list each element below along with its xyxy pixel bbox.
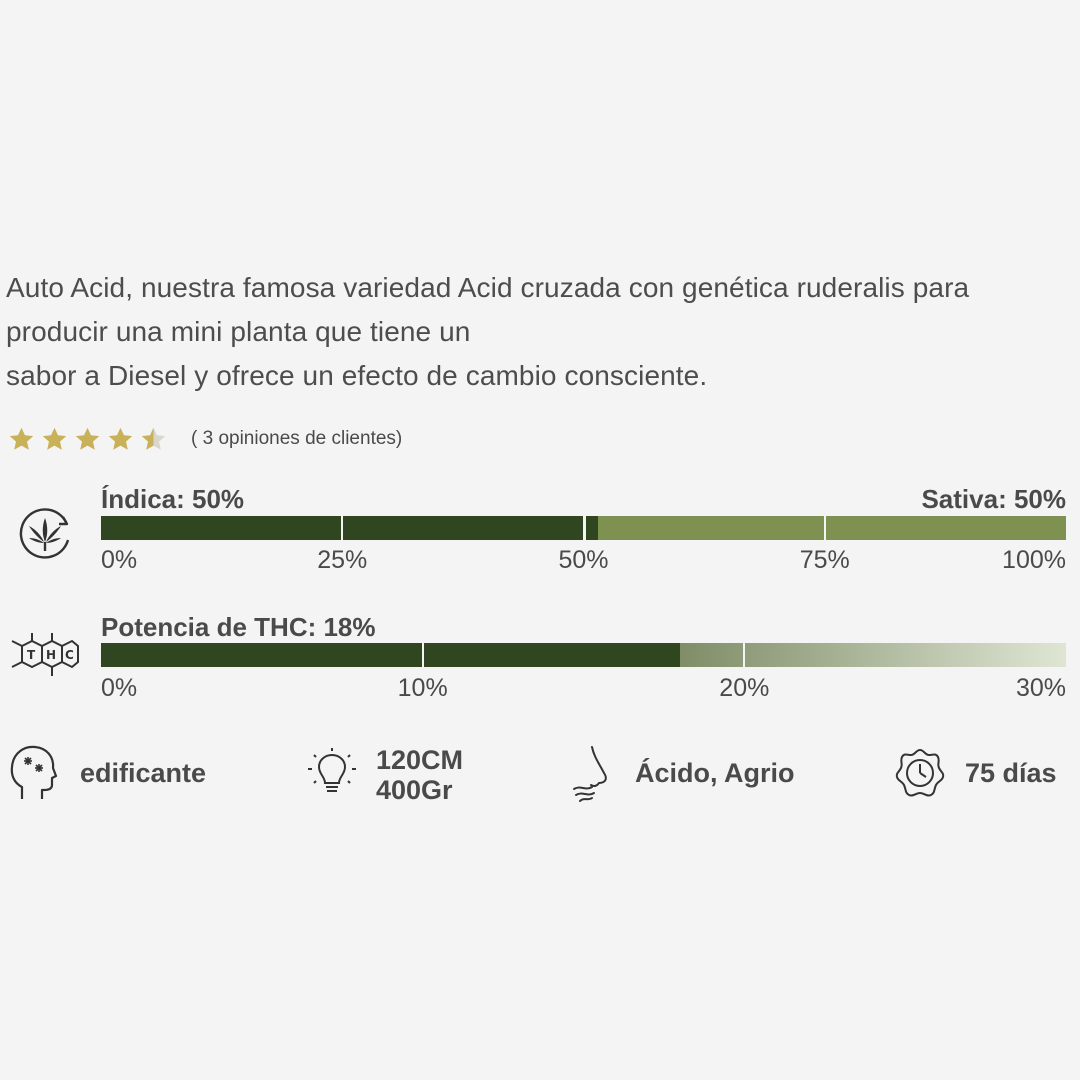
sativa-label: Sativa: 50%	[921, 484, 1066, 514]
nose-smell-icon	[573, 746, 607, 802]
description-line: producir una mini planta que tiene un	[6, 316, 471, 347]
yield-value: 400Gr	[376, 775, 453, 805]
feature-effect: edificante	[8, 738, 206, 808]
flowering-time-icon	[895, 748, 945, 797]
bar-tick	[823, 516, 826, 540]
cannabis-leaf-cycle-icon	[19, 508, 70, 559]
scale-tick-label: 0%	[101, 674, 138, 702]
star-icon	[108, 427, 133, 450]
star-icon	[9, 427, 34, 450]
features-row: edificante 120CM 400Gr	[0, 738, 1080, 808]
scale-tick-label: 0%	[101, 546, 138, 574]
flowering-text: 75 días	[965, 757, 1057, 788]
genetics-section: Índica: 50% Sativa: 50% 0% 25% 50% 75% 100%	[0, 480, 1080, 590]
effect-text: edificante	[80, 757, 207, 788]
height-value: 120CM	[376, 745, 464, 775]
smell-text: Ácido, Agrio	[635, 757, 795, 788]
thc-bar	[101, 643, 1066, 667]
indica-label: Índica: 50%	[101, 484, 245, 514]
review-count-link[interactable]: ( 3 opiniones de clientes)	[191, 428, 403, 449]
scale-tick-label: 50%	[558, 546, 609, 574]
scale-tick-label: 20%	[719, 674, 770, 702]
feature-size: 120CM 400Gr	[306, 738, 463, 808]
description-line: sabor a Diesel y ofrece un efecto de cam…	[6, 360, 708, 391]
description-line: Auto Acid, nuestra famosa variedad Acid …	[6, 272, 970, 303]
star-rating	[8, 426, 167, 453]
head-effect-icon	[10, 745, 58, 799]
genetics-bar	[101, 516, 1066, 540]
scale-tick-label: 25%	[317, 546, 368, 574]
bar-tick	[743, 643, 746, 667]
product-description: Auto Acid, nuestra famosa variedad Acid …	[6, 266, 1076, 398]
thc-fill	[101, 643, 680, 667]
genetics-split-marker	[581, 516, 598, 540]
rating-row: ( 3 opiniones de clientes)	[8, 424, 402, 454]
thc-section: T H C Potencia de THC: 18% 0% 10% 20% 30%	[0, 608, 1080, 718]
svg-text:T: T	[27, 648, 36, 662]
bar-tick	[583, 516, 586, 540]
feature-flowering: 75 días	[894, 738, 1057, 808]
light-bulb-icon	[308, 748, 356, 792]
feature-smell: Ácido, Agrio	[570, 738, 795, 808]
thc-molecule-icon: T H C	[11, 633, 79, 676]
scale-tick-label: 30%	[1015, 674, 1066, 702]
thc-label: Potencia de THC: 18%	[101, 612, 376, 642]
star-icon	[141, 427, 166, 450]
bar-tick	[341, 516, 344, 540]
scale-tick-label: 75%	[799, 546, 850, 574]
scale-tick-label: 10%	[397, 674, 448, 702]
bar-tick	[421, 643, 424, 667]
size-text: 120CM 400Gr	[376, 745, 463, 805]
star-icon	[42, 427, 67, 450]
star-icon	[75, 427, 100, 450]
svg-text:C: C	[65, 648, 74, 662]
scale-tick-label: 100%	[1002, 546, 1066, 574]
svg-text:H: H	[46, 648, 56, 662]
